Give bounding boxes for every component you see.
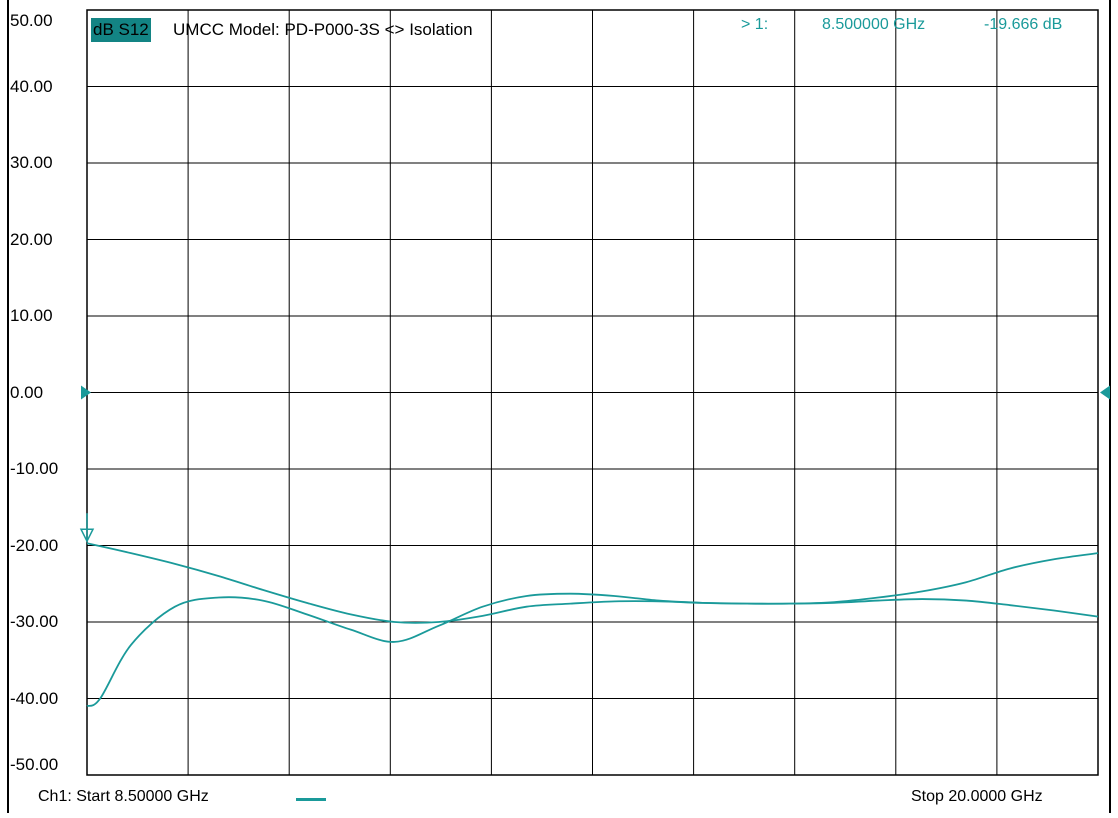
y-tick-label: -30.00 — [10, 612, 59, 631]
start-frequency-label: Ch1: Start 8.50000 GHz — [38, 788, 209, 805]
y-tick-label: 50.00 — [10, 11, 53, 30]
marker-value: -19.666 dB — [984, 16, 1063, 33]
trace-line-1 — [86, 542, 1099, 624]
y-tick-label: -50.00 — [10, 755, 59, 774]
marker-1-triangle — [79, 528, 95, 543]
chart-title: UMCC Model: PD-P000-3S <> Isolation — [173, 20, 473, 39]
stop-frequency-label: Stop 20.0000 GHz — [911, 788, 1043, 805]
marker-frequency: 8.500000 GHz — [822, 16, 926, 33]
trace-line-2 — [86, 592, 1099, 708]
y-tick-label: 20.00 — [10, 229, 53, 249]
y-tick-label: 0.00 — [10, 382, 44, 402]
y-tick-label: -10.00 — [10, 459, 59, 478]
marker-index: > 1: — [741, 16, 769, 33]
y-tick-label: -20.00 — [10, 535, 59, 555]
y-tick-label: 10.00 — [10, 306, 53, 325]
y-tick-label: 40.00 — [10, 76, 53, 96]
y-tick-label: -40.00 — [10, 688, 59, 708]
trace-format-tag[interactable]: dB S12 — [91, 18, 151, 42]
reference-marker-left — [81, 385, 91, 400]
reference-marker-right — [1100, 385, 1110, 400]
trace-legend-swatch — [296, 798, 326, 801]
y-tick-label: 30.00 — [10, 153, 53, 172]
